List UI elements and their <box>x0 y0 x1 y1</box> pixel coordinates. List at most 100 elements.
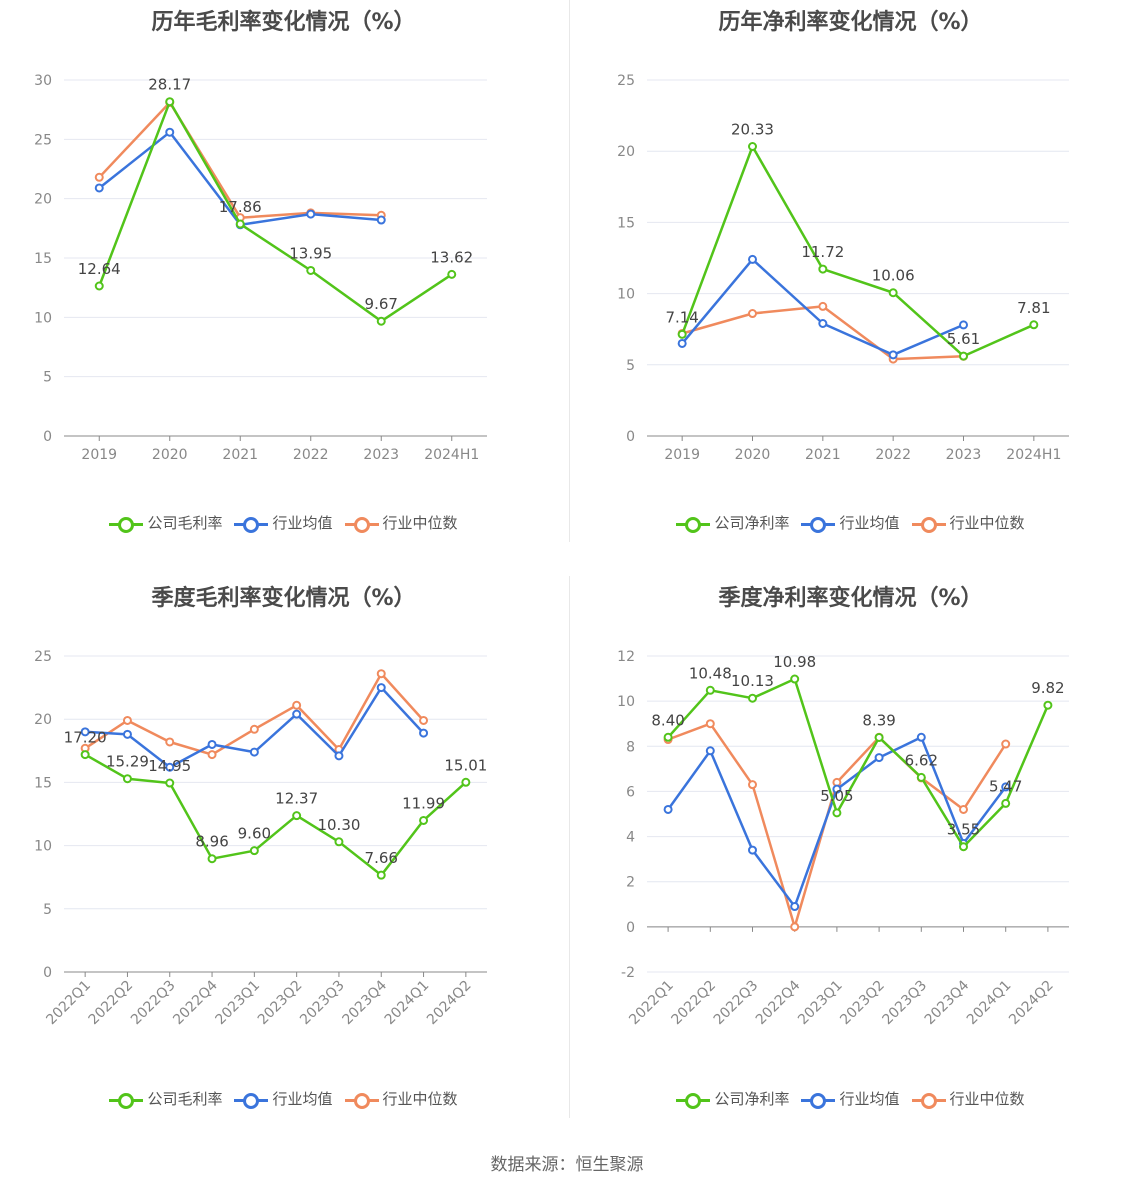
data-point <box>790 902 800 912</box>
legend-marker-icon <box>911 1092 946 1109</box>
legend-item[interactable]: 行业均值 <box>801 512 900 533</box>
data-point <box>1001 798 1011 808</box>
data-point <box>376 870 386 880</box>
x-tick-label: 2022Q2 <box>669 978 720 1029</box>
legend-marker-icon <box>801 516 836 533</box>
data-point <box>748 142 757 152</box>
data-point <box>1029 320 1039 330</box>
x-tick-label: 2023Q3 <box>880 978 931 1029</box>
x-tick-label: 2022Q2 <box>86 978 137 1029</box>
y-tick-label: 30 <box>34 73 52 89</box>
legend-marker-icon <box>344 1092 379 1109</box>
data-point <box>790 674 800 684</box>
chart-svg: -20246810122022Q12022Q22022Q32022Q42023Q… <box>617 649 1069 1029</box>
data-point <box>94 183 104 193</box>
data-point <box>748 693 757 703</box>
legend-item[interactable]: 公司净利率 <box>676 512 789 533</box>
x-tick-label: 2023Q4 <box>339 977 390 1028</box>
data-label: 9.60 <box>238 825 271 843</box>
series-line <box>84 753 467 877</box>
data-point <box>122 715 132 725</box>
y-tick-label: 8 <box>626 739 635 755</box>
chart-title: 历年净利率变化情况（%） <box>718 10 983 35</box>
data-point <box>916 772 926 782</box>
series-line <box>98 100 453 323</box>
y-tick-label: 4 <box>626 830 635 846</box>
chart-svg: 0 5 10 15 20 25 2019 2020 2021 2022 2023 2024H1 7.14… <box>617 73 1069 463</box>
data-label: 10.13 <box>731 672 774 690</box>
data-point <box>818 264 828 274</box>
data-point <box>94 172 104 182</box>
x-tick-label: 2023Q2 <box>255 978 306 1029</box>
data-point <box>376 316 386 326</box>
data-point <box>249 724 259 734</box>
chart-legend: 公司毛利率 行业均值 行业中位数 <box>0 1088 567 1109</box>
data-label: 10.06 <box>872 267 915 285</box>
legend-label: 行业中位数 <box>382 1090 458 1108</box>
legend-item[interactable]: 公司毛利率 <box>109 1088 222 1109</box>
chart-panel-annual-gross-margin: 历年毛利率变化情况（%） 0 5 10 15 20 25 30 2019 2020 2021 2022… <box>0 0 567 560</box>
data-label: 15.29 <box>106 753 149 771</box>
data-point <box>677 338 687 348</box>
legend-item[interactable]: 行业均值 <box>234 1088 333 1109</box>
x-tick-label: 2023Q1 <box>795 978 846 1029</box>
legend-item[interactable]: 行业均值 <box>234 512 333 533</box>
x-tick-label: 2024Q1 <box>964 978 1015 1029</box>
legend-marker-icon <box>801 1092 836 1109</box>
x-tick-label: 2023Q2 <box>837 978 888 1029</box>
data-label: 14.95 <box>148 757 191 775</box>
data-label: 13.95 <box>289 244 332 262</box>
x-tick-label: 2022 <box>875 447 911 463</box>
data-label: 9.82 <box>1031 679 1064 697</box>
y-tick-label: 15 <box>34 775 52 791</box>
data-point <box>832 808 842 818</box>
data-label: 10.48 <box>689 664 732 682</box>
data-point <box>447 269 457 279</box>
x-tick-label: 2022Q1 <box>43 978 94 1029</box>
data-point <box>888 350 898 360</box>
legend-item[interactable]: 行业中位数 <box>911 1088 1025 1109</box>
series-line <box>667 677 1050 848</box>
divider-bottom <box>569 576 570 1118</box>
y-tick-label: 5 <box>626 358 635 374</box>
data-point <box>376 669 386 679</box>
x-tick-label: 2024Q2 <box>424 978 475 1029</box>
x-tick-label: 2021 <box>222 447 258 463</box>
data-label: 28.17 <box>148 76 191 94</box>
data-point <box>663 732 673 742</box>
data-point <box>748 309 757 319</box>
legend-item[interactable]: 行业均值 <box>801 1088 900 1109</box>
legend-item[interactable]: 行业中位数 <box>911 512 1025 533</box>
x-tick-label: 2023 <box>363 447 399 463</box>
data-point <box>790 922 800 932</box>
x-tick-label: 2019 <box>81 447 117 463</box>
data-point <box>207 854 217 864</box>
data-point <box>249 747 259 757</box>
data-point <box>677 329 687 339</box>
legend-item[interactable]: 行业中位数 <box>344 512 458 533</box>
x-tick-label: 2024H1 <box>1006 447 1061 463</box>
x-tick-label: 2019 <box>664 447 700 463</box>
legend-item[interactable]: 行业中位数 <box>344 1088 458 1109</box>
legend-label: 公司净利率 <box>714 514 790 532</box>
data-label: 3.55 <box>947 821 980 839</box>
legend-label: 行业中位数 <box>949 514 1025 532</box>
y-tick-label: 5 <box>43 902 52 918</box>
data-point <box>165 762 175 772</box>
data-point <box>334 837 344 847</box>
x-tick-label: 2023Q4 <box>922 977 973 1028</box>
data-point <box>122 729 132 739</box>
legend-marker-icon <box>344 516 379 533</box>
data-point <box>874 732 884 742</box>
chart-legend: 公司净利率 行业均值 行业中位数 <box>567 1088 1134 1109</box>
data-point <box>874 753 884 763</box>
data-point <box>748 845 757 855</box>
legend-item[interactable]: 公司净利率 <box>676 1088 789 1109</box>
y-tick-label: 25 <box>34 132 52 148</box>
x-tick-label: 2020 <box>152 447 188 463</box>
y-tick-label: 0 <box>43 429 52 445</box>
legend-item[interactable]: 公司毛利率 <box>109 512 222 533</box>
series-line <box>681 145 1035 358</box>
legend-label: 行业中位数 <box>382 514 458 532</box>
legend-marker-icon <box>234 516 269 533</box>
